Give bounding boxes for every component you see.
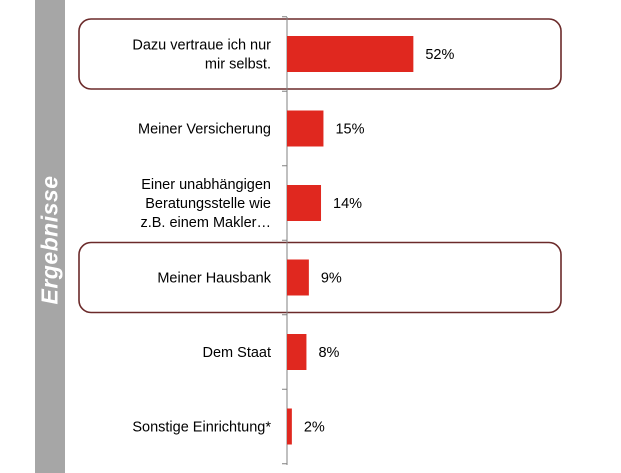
bar-5 — [287, 408, 292, 445]
value-label-1: 15% — [335, 122, 364, 138]
value-label-3: 9% — [321, 271, 342, 287]
category-label-2: Einer unabhängigen Beratungsstelle wie z.B… — [140, 177, 271, 231]
value-label-5: 2% — [304, 420, 325, 436]
value-label-2: 14% — [333, 196, 362, 212]
bar-0 — [287, 36, 414, 72]
category-label-0: Dazu vertraue ich nur mir selbst. — [132, 38, 271, 73]
category-label-1: Meiner Versicherung — [138, 122, 271, 138]
sidebar-band — [35, 0, 65, 473]
bar-3 — [287, 259, 309, 296]
category-label-3: Meiner Hausbank — [157, 271, 271, 287]
value-label-4: 8% — [318, 345, 339, 361]
bar-2 — [287, 185, 322, 221]
category-label-4: Dem Staat — [203, 345, 272, 361]
highlight-box-0 — [78, 18, 562, 90]
bar-4 — [287, 334, 307, 370]
highlight-box-3 — [78, 241, 562, 314]
bar-1 — [287, 110, 324, 147]
value-label-0: 52% — [425, 47, 454, 63]
category-label-5: Sonstige Einrichtung* — [132, 420, 271, 436]
